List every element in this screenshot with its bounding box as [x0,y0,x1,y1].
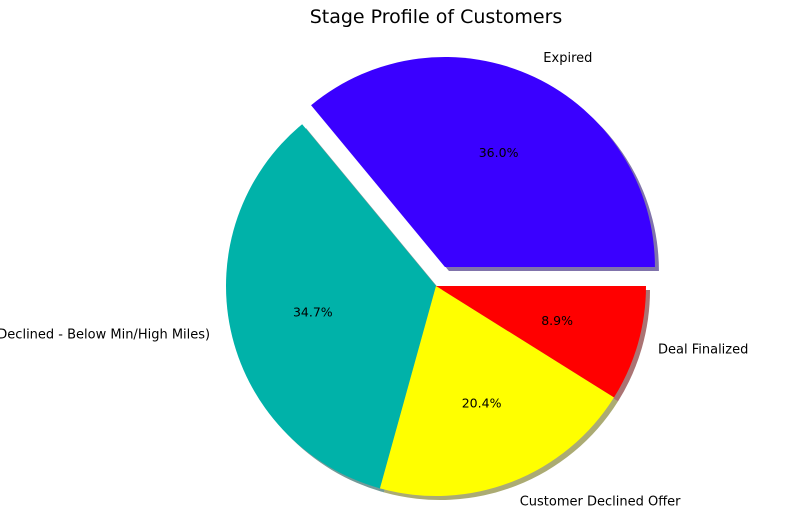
slice-label-deal-finalized: Deal Finalized [658,343,748,358]
percentage-labels: 36.0% 34.7% 20.4% 8.9% [293,145,573,410]
slice-label-customer-declined-offer: Customer Declined Offer [520,494,681,509]
slice-deal-finalized [436,286,646,398]
chart-title: Stage Profile of Customers [310,6,563,28]
slice-declined-below-min-high-miles [225,124,436,489]
pct-label-expired: 36.0% [479,145,519,160]
pie-slices [225,56,655,496]
slice-labels: Expired Declined - Below Min/High Miles) C… [0,51,748,509]
pct-label-declined-below-min-high-miles: 34.7% [293,304,333,319]
slice-label-expired: Expired [543,51,592,66]
slice-label-declined-below-min-high-miles: Declined - Below Min/High Miles) [0,327,210,342]
slice-customer-declined-offer [379,286,615,496]
pct-label-customer-declined-offer: 20.4% [462,395,502,410]
slice-expired [311,56,655,267]
pct-label-deal-finalized: 8.9% [541,313,573,328]
